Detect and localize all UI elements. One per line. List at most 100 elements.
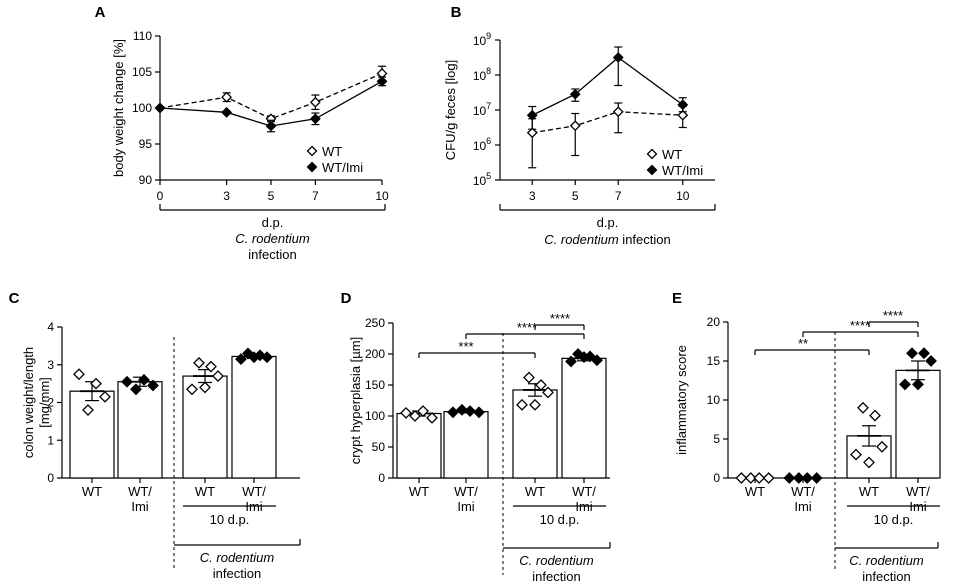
data-point [869, 409, 881, 422]
x-group-label: Imi [131, 499, 148, 514]
legend-label: WT [322, 144, 342, 159]
data-point [248, 351, 260, 364]
data-point [569, 88, 581, 100]
y-tick-label: 250 [365, 316, 385, 330]
x-tick-label: 5 [268, 189, 275, 203]
x-tick-label: 3 [529, 189, 536, 203]
sig-label: **** [883, 308, 903, 323]
data-point [918, 347, 930, 360]
legend-label: WT/Imi [662, 163, 703, 178]
data-point [417, 405, 429, 417]
sig-label: **** [850, 318, 870, 333]
y-tick-label: 0 [378, 471, 385, 485]
panel-letter: D [341, 290, 352, 307]
data-point [744, 472, 757, 484]
y-tick-label: 110 [133, 29, 152, 43]
bar [69, 390, 115, 479]
data-point [199, 381, 211, 394]
data-point [801, 472, 814, 484]
x-group-label: WT/ [572, 484, 596, 499]
y-tick-label: 50 [372, 440, 386, 454]
y-tick-label: 109 [473, 31, 491, 48]
y-tick-label: 95 [139, 137, 153, 151]
data-point [899, 378, 911, 391]
y-tick-label: 3 [47, 358, 54, 372]
y-tick-label: 100 [365, 409, 385, 423]
x-group-label: WT [195, 484, 215, 499]
data-point [147, 379, 159, 392]
data-point [762, 472, 775, 484]
x-group-label: WT/ [906, 484, 930, 499]
data-point [82, 404, 94, 416]
sig-label: ** [798, 336, 808, 351]
data-point [578, 351, 590, 364]
y-axis-label: inflammatory score [674, 345, 689, 455]
data-point [526, 109, 538, 121]
y-tick-label: 10 [707, 393, 721, 407]
data-point [426, 411, 438, 424]
y-tick-label: 106 [473, 136, 491, 153]
subgroup-label: 10 d.p. [540, 512, 580, 527]
infection-label-italic: C. rodentium [519, 553, 594, 568]
data-point [783, 472, 796, 484]
legend-marker [646, 148, 658, 160]
x-tick-label: 3 [223, 189, 230, 203]
data-point [906, 347, 918, 360]
panel-letter: E [672, 290, 682, 307]
data-point [447, 406, 459, 419]
panel-b: B 105 106 107 108 109 3 5 7 10 CFU/g feces [log] d.… [443, 4, 716, 247]
y-tick-label: 108 [473, 66, 491, 83]
infection-label: infection [862, 569, 910, 584]
y-axis-label: colon weight/length [21, 347, 36, 458]
x-group-label: WT [745, 484, 765, 499]
x-group-label: WT/ [791, 484, 815, 499]
y-tick-label: 5 [713, 432, 720, 446]
y-tick-label: 0 [47, 471, 54, 485]
x-label-line: C. rodentium [235, 231, 310, 246]
x-tick-label: 0 [157, 189, 164, 203]
y-tick-label: 200 [365, 347, 385, 361]
data-point [565, 355, 577, 368]
data-point [810, 472, 823, 484]
data-point [400, 406, 412, 419]
y-tick-label: 1 [47, 433, 54, 447]
legend-label: WT/Imi [322, 160, 363, 175]
data-point [925, 355, 937, 367]
data-point [753, 472, 766, 484]
bar [396, 412, 442, 479]
data-point [542, 386, 554, 399]
x-group-label: Imi [457, 499, 474, 514]
legend-label: WT [662, 147, 682, 162]
data-point [73, 368, 85, 381]
data-point [591, 354, 603, 367]
sig-label: **** [550, 311, 570, 326]
infection-label-italic: C. rodentium [200, 550, 275, 565]
panel-letter: C [9, 290, 20, 307]
data-point [850, 448, 862, 461]
data-point [473, 406, 485, 419]
data-point [221, 106, 233, 118]
data-point [376, 75, 388, 87]
data-point [90, 377, 102, 390]
data-point [261, 351, 273, 364]
x-group-label: WT [409, 484, 429, 499]
series-line-wt [159, 72, 383, 120]
x-group-label: WT/ [454, 484, 478, 499]
data-point [212, 370, 224, 382]
infection-label: infection [213, 566, 261, 581]
data-point [456, 403, 468, 416]
y-axis-label: CFU/g feces [log] [443, 60, 458, 160]
data-point [186, 383, 198, 396]
x-tick-label: 7 [615, 189, 622, 203]
sig-label: **** [517, 320, 537, 335]
data-point [677, 109, 689, 121]
legend-marker [306, 145, 318, 157]
y-tick-label: 2 [47, 396, 54, 410]
y-tick-label: 105 [473, 171, 491, 188]
panel-letter: B [451, 4, 462, 21]
x-group-label: WT [525, 484, 545, 499]
data-point [99, 390, 111, 403]
data-point [138, 373, 150, 386]
